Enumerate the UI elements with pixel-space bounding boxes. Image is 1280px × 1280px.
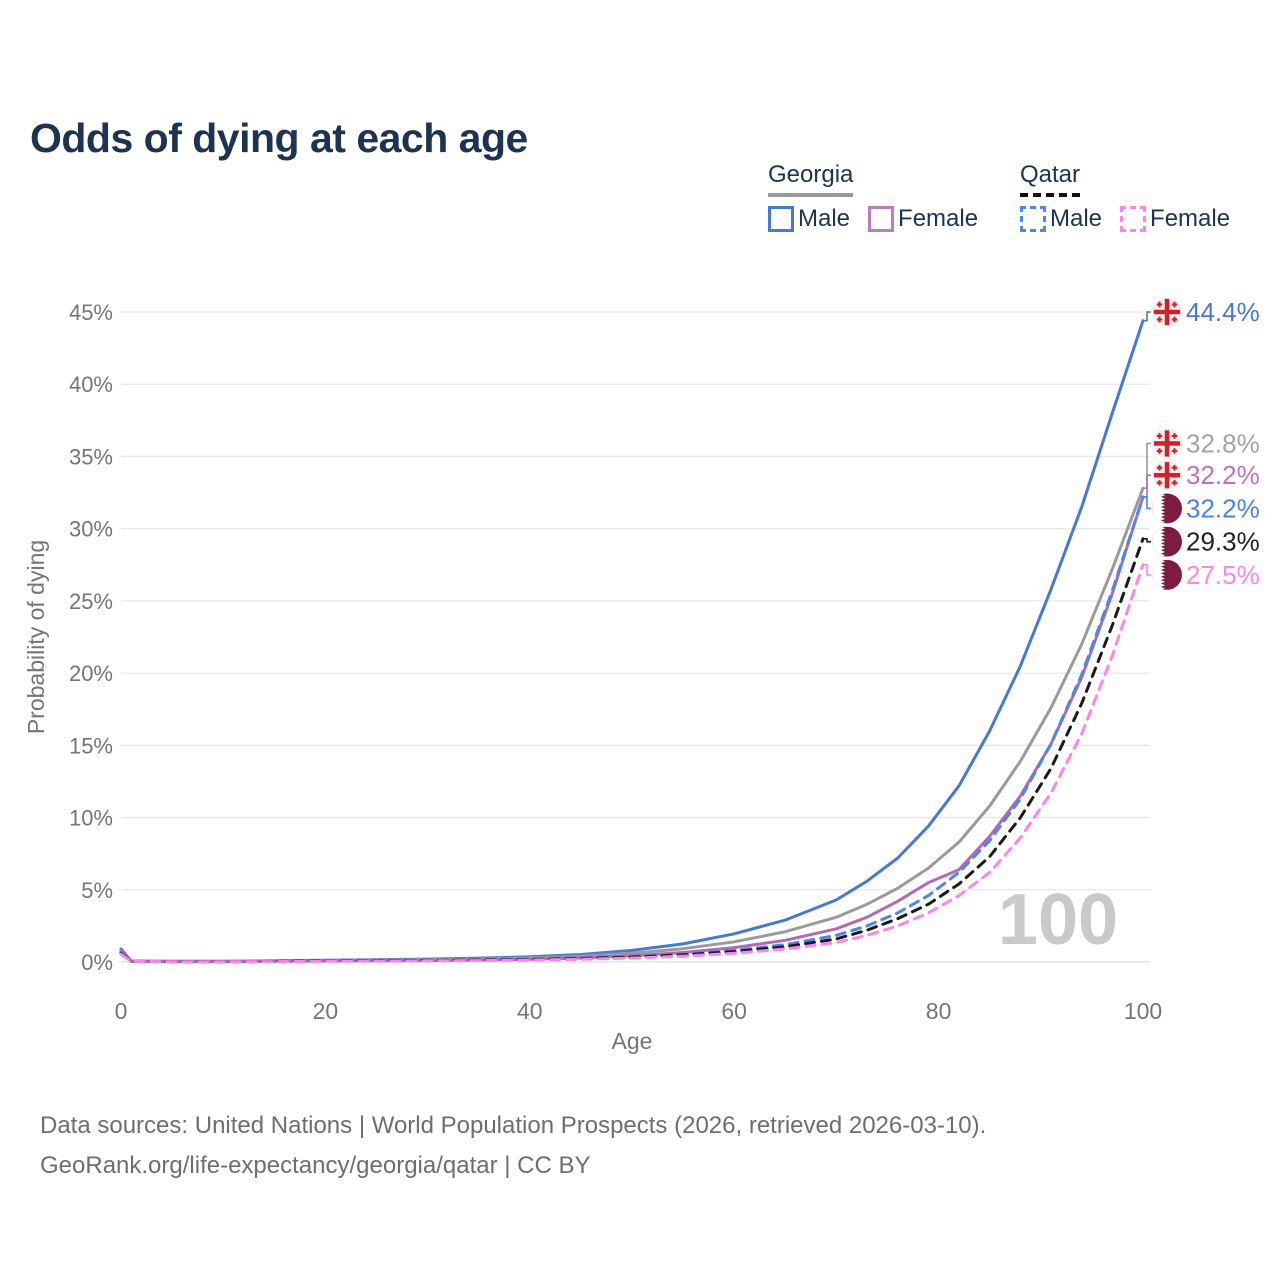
qatar-flag-icon [1152, 527, 1182, 557]
legend-country-georgia: Georgia [768, 161, 854, 197]
legend-item-georgia-male[interactable]: Male [768, 205, 850, 233]
age-watermark: 100 [998, 880, 1118, 960]
x-tick-label: 100 [1124, 998, 1162, 1024]
y-tick-label: 35% [69, 444, 113, 469]
georgia-flag-icon [1152, 297, 1182, 327]
end-value-label-qatar-female: 27.5% [1186, 560, 1260, 590]
end-value-label-georgia-total: 32.8% [1186, 428, 1260, 458]
legend-label-qatar-male: Male [1050, 204, 1103, 232]
x-tick-label: 60 [721, 998, 747, 1024]
georgia-male-swatch-icon [768, 205, 794, 232]
series-line-qatar-total [119, 537, 1145, 964]
legend-item-qatar-male[interactable]: Male [1020, 205, 1102, 233]
y-tick-label: 30% [69, 517, 113, 542]
end-value-label-qatar-total: 29.3% [1186, 527, 1260, 557]
y-tick-label: 40% [69, 372, 113, 397]
end-value-label-qatar-male: 32.2% [1186, 493, 1260, 523]
qatar-male-swatch-icon [1020, 205, 1046, 232]
georgia-female-swatch-icon [868, 205, 895, 232]
end-value-label-georgia-male: 44.4% [1186, 297, 1260, 327]
y-tick-label: 10% [69, 806, 113, 831]
end-value-label-georgia-female: 32.2% [1186, 460, 1260, 490]
y-tick-label: 20% [69, 661, 113, 686]
legend-label-georgia-male: Male [798, 204, 851, 232]
x-tick-label: 80 [926, 998, 952, 1024]
series-line-qatar-female [119, 563, 1145, 964]
legend-country-qatar: Qatar [1020, 161, 1081, 197]
legend-label-georgia-female: Female [898, 204, 979, 232]
leader-line-georgia-total [1143, 442, 1151, 490]
legend-group-georgia: Georgia Male Female [768, 161, 996, 233]
y-tick-label: 0% [81, 950, 113, 975]
source-line-2: GeoRank.org/life-expectancy/georgia/qata… [40, 1151, 591, 1179]
legend-label-qatar-female: Female [1150, 204, 1231, 232]
y-tick-label: 15% [69, 733, 113, 758]
legend-item-georgia-female[interactable]: Female [868, 205, 978, 233]
x-tick-label: 40 [517, 998, 543, 1024]
georgia-flag-icon [1152, 428, 1182, 459]
page-title: Odds of dying at each age [30, 115, 528, 162]
y-tick-label: 45% [69, 300, 113, 325]
x-tick-label: 20 [313, 998, 339, 1024]
leader-line-georgia-female [1143, 474, 1151, 498]
legend-item-qatar-female[interactable]: Female [1120, 205, 1230, 233]
y-tick-label: 5% [81, 878, 113, 903]
source-line-1: Data sources: United Nations | World Pop… [40, 1112, 987, 1139]
qatar-flag-icon [1152, 560, 1182, 590]
leader-line-georgia-male [1143, 311, 1151, 322]
qatar-female-swatch-icon [1120, 205, 1147, 232]
series-line-georgia-male [119, 319, 1145, 963]
y-tick-label: 25% [69, 589, 113, 614]
leader-line-qatar-male [1143, 496, 1151, 510]
data-source-note: Data sources: United Nations | World Pop… [40, 1106, 986, 1185]
y-axis-label: Probability of dying [23, 540, 49, 734]
georgia-flag-icon [1152, 460, 1182, 491]
x-axis-label: Age [612, 1028, 653, 1054]
qatar-flag-icon [1152, 493, 1182, 523]
leader-line-qatar-total [1143, 537, 1151, 543]
leader-line-qatar-female [1143, 563, 1151, 576]
legend-group-qatar: Qatar Male Female [1020, 161, 1248, 233]
x-tick-label: 0 [115, 998, 128, 1024]
